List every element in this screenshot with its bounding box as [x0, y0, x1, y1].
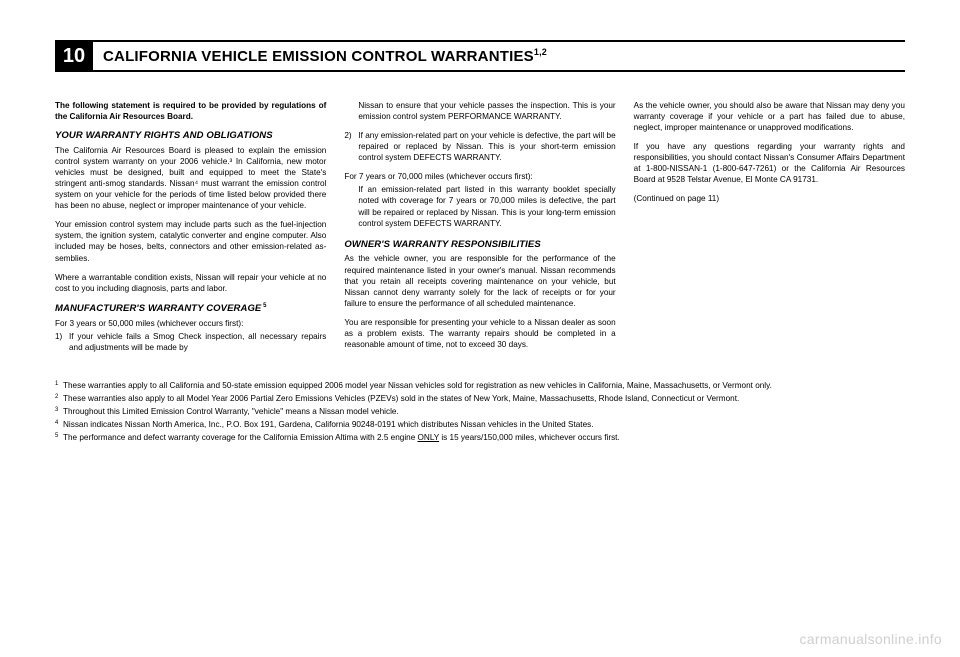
- body-text: Nissan to ensure that your vehicle passe…: [344, 100, 615, 122]
- list-number: 2): [344, 130, 358, 163]
- page-number: 10: [55, 40, 93, 72]
- heading-text: MANUFACTURER'S WARRANTY COVERAGE: [55, 303, 261, 314]
- body-text: Where a warrantable condition exists, Ni…: [55, 272, 326, 294]
- body-text: As the vehicle owner, you are responsibl…: [344, 253, 615, 308]
- body-text: You are responsible for presenting your …: [344, 317, 615, 350]
- list-item: 2) If any emission-related part on your …: [344, 130, 615, 163]
- list-text: If your vehicle fails a Smog Check inspe…: [69, 331, 326, 353]
- section-heading-rights: YOUR WARRANTY RIGHTS AND OBLIGATIONS: [55, 130, 326, 143]
- body-text: The California Air Resources Board is pl…: [55, 145, 326, 211]
- body-text: As the vehicle owner, you should also be…: [634, 100, 905, 133]
- column-1: The following statement is required to b…: [55, 100, 326, 358]
- footnote-text: These warranties also apply to all Model…: [63, 393, 905, 405]
- body-text: Your emission control system may include…: [55, 219, 326, 263]
- title-text: CALIFORNIA VEHICLE EMISSION CONTROL WARR…: [103, 48, 534, 65]
- list-item: 1) If your vehicle fails a Smog Check in…: [55, 331, 326, 353]
- list-text: If any emission-related part on your veh…: [358, 130, 615, 163]
- body-text: If you have any questions regarding your…: [634, 141, 905, 185]
- body-text: For 7 years or 70,000 miles (whichever o…: [344, 171, 615, 182]
- column-2: Nissan to ensure that your vehicle passe…: [344, 100, 615, 358]
- document-page: 10 CALIFORNIA VEHICLE EMISSION CONTROL W…: [0, 0, 960, 657]
- footnote-text: Nissan indicates Nissan North America, I…: [63, 419, 905, 431]
- section-heading-owner: OWNER'S WARRANTY RESPONSIBILITIES: [344, 239, 615, 252]
- intro-statement: The following statement is required to b…: [55, 100, 326, 122]
- page-title: CALIFORNIA VEHICLE EMISSION CONTROL WARR…: [93, 40, 905, 72]
- footnotes: 1These warranties apply to all Californi…: [55, 380, 905, 443]
- footnote-text: Throughout this Limited Emission Control…: [63, 406, 905, 418]
- body-text: For 3 years or 50,000 miles (whichever o…: [55, 318, 326, 329]
- footnote: 5The performance and defect warranty cov…: [55, 432, 905, 444]
- body-columns: The following statement is required to b…: [55, 100, 905, 358]
- heading-superscript: 5: [261, 303, 266, 309]
- list-number: 1): [55, 331, 69, 353]
- watermark: carmanualsonline.info: [800, 631, 943, 647]
- section-heading-coverage: MANUFACTURER'S WARRANTY COVERAGE 5: [55, 302, 326, 316]
- continued-note: (Continued on page 11): [634, 193, 905, 204]
- footnote-text: The performance and defect warranty cove…: [63, 432, 905, 444]
- footnote: 2These warranties also apply to all Mode…: [55, 393, 905, 405]
- footnote-text: These warranties apply to all California…: [63, 380, 905, 392]
- footnote: 4Nissan indicates Nissan North America, …: [55, 419, 905, 431]
- body-text: If an emission-related part listed in th…: [344, 184, 615, 228]
- footnote: 3Throughout this Limited Emission Contro…: [55, 406, 905, 418]
- title-superscript: 1,2: [534, 47, 547, 57]
- footnote: 1These warranties apply to all Californi…: [55, 380, 905, 392]
- header: 10 CALIFORNIA VEHICLE EMISSION CONTROL W…: [55, 40, 905, 72]
- column-3: As the vehicle owner, you should also be…: [634, 100, 905, 358]
